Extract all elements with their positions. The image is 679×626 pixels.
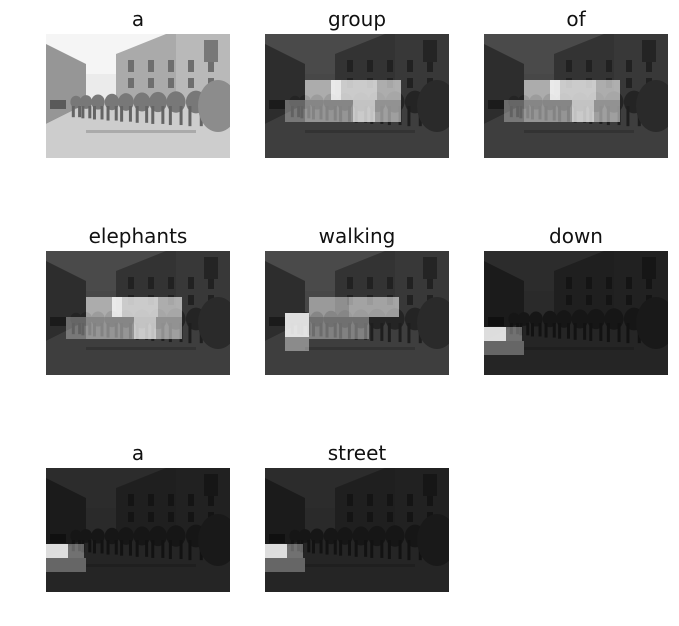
panel-word: of: [566, 7, 586, 31]
attention-patch: [309, 317, 369, 339]
attention-patch: [484, 341, 524, 355]
attention-image: [46, 34, 230, 158]
attention-patch: [287, 544, 303, 558]
attention-patch: [68, 544, 84, 558]
street-scene-image: [265, 251, 449, 375]
attention-image: [265, 34, 449, 158]
attention-patch: [265, 544, 287, 558]
attention-image: [46, 468, 230, 592]
street-scene-image: [484, 251, 668, 375]
attention-patch: [285, 313, 309, 337]
attention-patch: [46, 558, 86, 572]
attention-patch: [349, 297, 399, 317]
attention-patch: [506, 327, 522, 341]
street-scene-image: [265, 468, 449, 592]
attention-patch: [504, 100, 524, 122]
attention-image: [46, 251, 230, 375]
attention-patch: [285, 100, 305, 122]
street-scene-image: [484, 34, 668, 158]
attention-patch: [309, 297, 349, 317]
attention-patch: [353, 100, 401, 122]
attention-image: [484, 34, 668, 158]
attention-patch: [572, 100, 620, 122]
attention-patch: [484, 327, 506, 341]
attention-patch: [112, 297, 158, 317]
street-scene-image: [46, 251, 230, 375]
panel-word: down: [549, 224, 603, 248]
attention-image: [265, 468, 449, 592]
panel-word: group: [327, 7, 387, 31]
attention-patch: [46, 544, 68, 558]
panel-word: elephants: [88, 224, 188, 248]
attention-patch: [134, 317, 182, 339]
attention-patch: [158, 297, 182, 317]
attention-patch: [550, 80, 596, 100]
attention-patch: [285, 337, 309, 351]
street-scene-image: [46, 468, 230, 592]
panel-word: a: [131, 7, 145, 31]
attention-patch: [331, 80, 377, 100]
panel-word: walking: [318, 224, 396, 248]
panel-word: a: [131, 441, 145, 465]
attention-patch: [265, 558, 305, 572]
attention-patch: [377, 80, 401, 100]
panel-word: street: [327, 441, 387, 465]
street-scene-image: [265, 34, 449, 158]
street-scene-image: [46, 34, 230, 158]
attention-patch: [66, 317, 86, 339]
attention-patch: [596, 80, 620, 100]
attention-image: [265, 251, 449, 375]
attention-image: [484, 251, 668, 375]
